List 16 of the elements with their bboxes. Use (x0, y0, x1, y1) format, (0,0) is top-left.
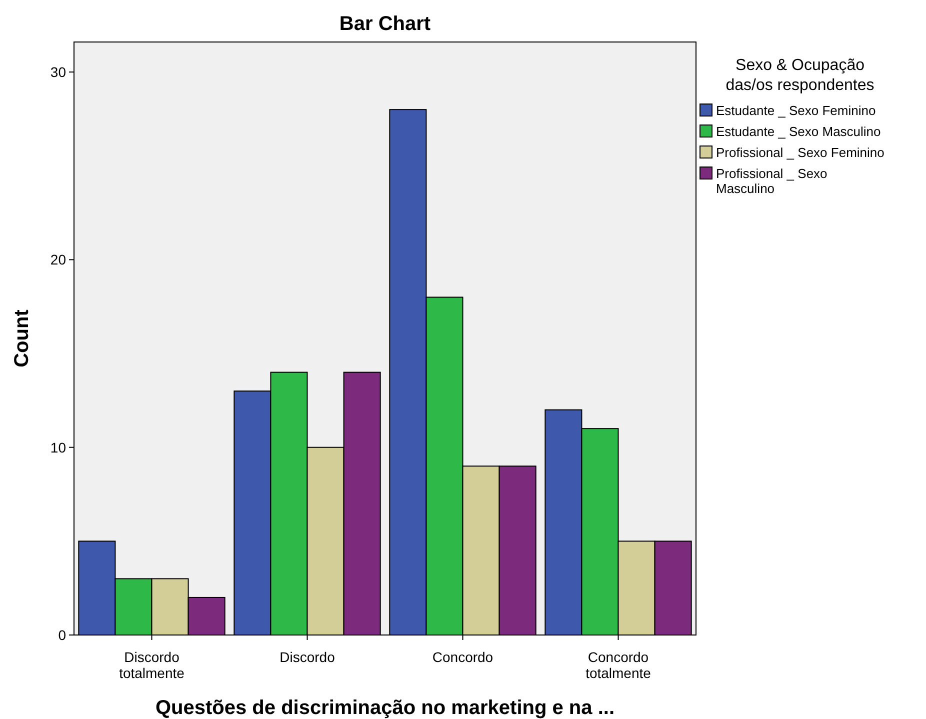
x-axis-title: Questões de discriminação no marketing e na ... (155, 697, 615, 719)
y-tick-label: 10 (50, 439, 66, 456)
legend-title: Sexo & Ocupação das/os respondentes (726, 57, 874, 94)
x-tick-label: Concordo (432, 649, 494, 665)
legend-label: Profissional _ Sexo Feminino (716, 145, 884, 160)
y-tick-label: 0 (58, 627, 66, 643)
legend-label: Estudante _ Sexo Feminino (716, 103, 876, 118)
legend-label: Profissional _ Sexo Masculino (716, 166, 828, 196)
x-tick-label: Discordo totalmente (119, 649, 185, 681)
y-tick-label: 20 (50, 252, 66, 268)
x-tick-label: Discordo (280, 649, 336, 665)
y-tick-label: 30 (50, 64, 66, 80)
y-axis-title: Count (11, 309, 33, 368)
x-tick-label: Concordo totalmente (586, 649, 652, 681)
chart-title: Bar Chart (339, 13, 431, 35)
legend-label: Estudante _ Sexo Masculino (716, 124, 881, 139)
